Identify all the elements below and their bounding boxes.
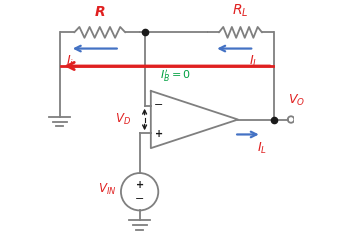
Text: +: + <box>155 129 163 139</box>
Text: $I_L$: $I_L$ <box>249 54 259 69</box>
Text: +: + <box>136 180 144 190</box>
Text: $I_L$: $I_L$ <box>257 141 267 156</box>
Text: R: R <box>95 5 105 19</box>
Text: −: − <box>154 100 163 110</box>
Text: $R_L$: $R_L$ <box>232 3 249 19</box>
Text: −: − <box>135 194 144 204</box>
Text: $V_{IN}$: $V_{IN}$ <box>98 182 116 197</box>
Text: $V_O$: $V_O$ <box>288 93 305 108</box>
Text: $I_B' = 0$: $I_B' = 0$ <box>160 68 191 84</box>
Text: $V_D$: $V_D$ <box>115 112 131 127</box>
Text: $I_i$: $I_i$ <box>66 54 74 69</box>
